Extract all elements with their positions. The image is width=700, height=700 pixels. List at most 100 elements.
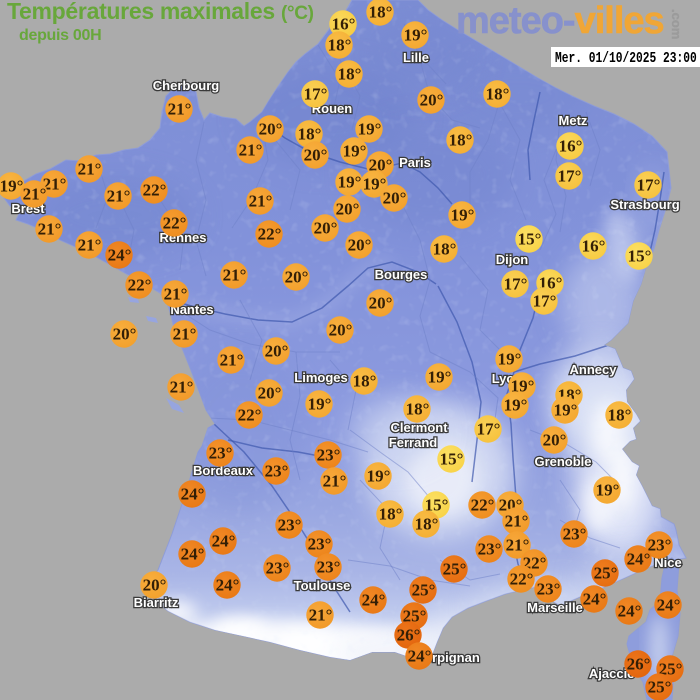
svg-text:18°: 18° xyxy=(353,372,377,391)
svg-text:Lille: Lille xyxy=(403,50,429,65)
svg-text:20°: 20° xyxy=(369,156,393,175)
svg-text:18°: 18° xyxy=(433,240,457,259)
svg-text:18°: 18° xyxy=(338,65,362,84)
svg-text:20°: 20° xyxy=(420,91,444,110)
svg-text:18°: 18° xyxy=(328,36,352,55)
svg-text:18°: 18° xyxy=(608,406,632,425)
svg-text:18°: 18° xyxy=(449,131,473,150)
svg-text:20°: 20° xyxy=(113,325,137,344)
svg-text:21°: 21° xyxy=(23,185,47,204)
svg-text:20°: 20° xyxy=(285,268,309,287)
svg-text:22°: 22° xyxy=(238,406,262,425)
svg-text:19°: 19° xyxy=(308,395,332,414)
svg-text:Dijon: Dijon xyxy=(496,252,529,267)
svg-text:Paris: Paris xyxy=(399,155,431,170)
svg-text:23°: 23° xyxy=(317,558,341,577)
svg-text:23°: 23° xyxy=(317,446,341,465)
svg-text:26°: 26° xyxy=(627,655,651,674)
svg-text:26°: 26° xyxy=(397,626,421,645)
svg-text:19°: 19° xyxy=(367,467,391,486)
svg-text:19°: 19° xyxy=(451,206,475,225)
svg-text:18°: 18° xyxy=(379,505,403,524)
svg-text:21°: 21° xyxy=(223,266,247,285)
svg-text:15°: 15° xyxy=(440,450,464,469)
svg-text:19°: 19° xyxy=(358,120,382,139)
svg-text:21°: 21° xyxy=(323,472,347,491)
svg-text:17°: 17° xyxy=(637,176,661,195)
svg-text:Strasbourg: Strasbourg xyxy=(610,197,679,212)
svg-text:25°: 25° xyxy=(659,660,683,679)
svg-text:20°: 20° xyxy=(304,146,328,165)
svg-text:21°: 21° xyxy=(170,378,194,397)
svg-text:21°: 21° xyxy=(78,236,102,255)
svg-text:19°: 19° xyxy=(0,177,23,196)
svg-text:20°: 20° xyxy=(314,219,338,238)
svg-text:19°: 19° xyxy=(404,26,428,45)
svg-text:19°: 19° xyxy=(596,481,620,500)
svg-text:Metz: Metz xyxy=(559,113,588,128)
svg-text:20°: 20° xyxy=(543,431,567,450)
svg-text:23°: 23° xyxy=(537,580,561,599)
svg-text:23°: 23° xyxy=(648,536,672,555)
svg-text:Annecy: Annecy xyxy=(570,362,618,377)
svg-text:Biarritz: Biarritz xyxy=(134,595,179,610)
svg-text:Cherbourg: Cherbourg xyxy=(153,78,220,93)
svg-text:16°: 16° xyxy=(559,137,583,156)
svg-text:25°: 25° xyxy=(594,564,618,583)
svg-text:18°: 18° xyxy=(415,515,439,534)
svg-text:24°: 24° xyxy=(657,596,681,615)
svg-text:20°: 20° xyxy=(258,384,282,403)
svg-text:21°: 21° xyxy=(173,325,197,344)
svg-text:18°: 18° xyxy=(486,85,510,104)
svg-text:15°: 15° xyxy=(425,496,449,515)
svg-text:Marseille: Marseille xyxy=(527,600,583,615)
svg-text:21°: 21° xyxy=(220,351,244,370)
svg-text:21°: 21° xyxy=(239,141,263,160)
svg-text:23°: 23° xyxy=(308,535,332,554)
svg-text:24°: 24° xyxy=(181,545,205,564)
svg-text:17°: 17° xyxy=(477,420,501,439)
svg-text:Ajaccio: Ajaccio xyxy=(589,666,635,681)
svg-text:Clermont: Clermont xyxy=(390,420,448,435)
svg-text:19°: 19° xyxy=(343,142,367,161)
svg-text:17°: 17° xyxy=(504,275,528,294)
svg-text:25°: 25° xyxy=(403,607,427,626)
svg-text:20°: 20° xyxy=(265,342,289,361)
svg-text:23°: 23° xyxy=(278,516,302,535)
svg-text:18°: 18° xyxy=(406,400,430,419)
svg-text:24°: 24° xyxy=(627,550,651,569)
svg-text:21°: 21° xyxy=(107,187,131,206)
svg-text:22°: 22° xyxy=(510,570,534,589)
svg-text:24°: 24° xyxy=(181,485,205,504)
svg-text:21°: 21° xyxy=(309,606,333,625)
svg-text:19°: 19° xyxy=(498,350,522,369)
svg-text:19°: 19° xyxy=(363,175,387,194)
svg-text:17°: 17° xyxy=(304,85,328,104)
svg-text:Nice: Nice xyxy=(654,555,681,570)
svg-text:18°: 18° xyxy=(369,3,393,22)
svg-text:Bordeaux: Bordeaux xyxy=(193,463,254,478)
svg-text:18°: 18° xyxy=(298,125,322,144)
svg-text:21°: 21° xyxy=(505,512,529,531)
svg-text:20°: 20° xyxy=(348,236,372,255)
svg-text:19°: 19° xyxy=(504,396,528,415)
svg-text:19°: 19° xyxy=(554,401,578,420)
svg-text:Toulouse: Toulouse xyxy=(294,578,351,593)
svg-text:21°: 21° xyxy=(78,160,102,179)
svg-text:19°: 19° xyxy=(338,173,362,192)
svg-text:21°: 21° xyxy=(164,285,188,304)
svg-text:25°: 25° xyxy=(443,560,467,579)
svg-text:20°: 20° xyxy=(383,189,407,208)
svg-text:19°: 19° xyxy=(511,377,535,396)
svg-text:21°: 21° xyxy=(506,536,530,555)
svg-text:24°: 24° xyxy=(583,590,607,609)
svg-text:23°: 23° xyxy=(478,540,502,559)
svg-text:15°: 15° xyxy=(628,247,652,266)
svg-text:17°: 17° xyxy=(533,292,557,311)
svg-text:16°: 16° xyxy=(332,15,356,34)
svg-text:Grenoble: Grenoble xyxy=(534,454,591,469)
svg-text:25°: 25° xyxy=(648,678,672,697)
svg-text:22°: 22° xyxy=(471,496,495,515)
svg-text:20°: 20° xyxy=(369,294,393,313)
svg-text:23°: 23° xyxy=(563,525,587,544)
